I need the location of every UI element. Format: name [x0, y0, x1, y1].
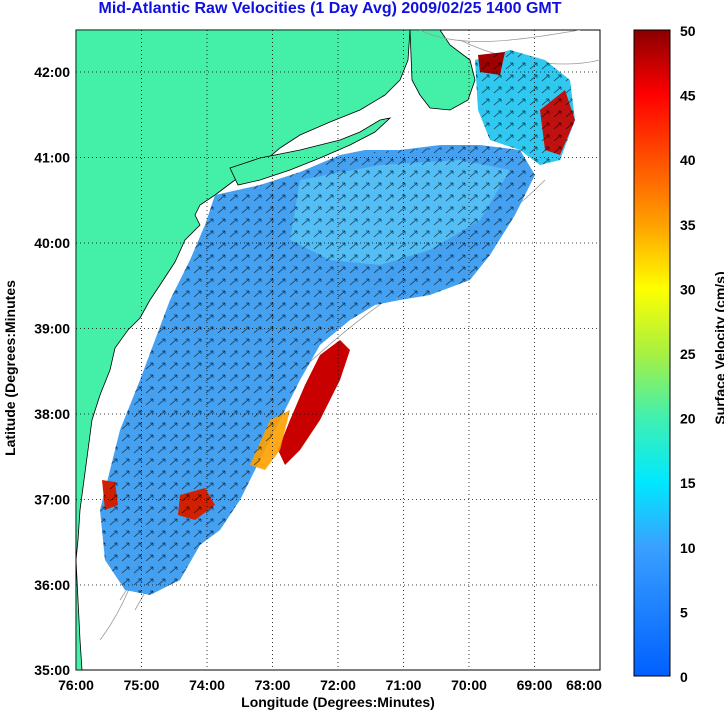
colorbar	[633, 29, 671, 677]
colorbar-tick-label: 35	[680, 217, 696, 233]
x-axis-label: Longitude (Degrees:Minutes)	[241, 694, 435, 710]
colorbar-tick-label: 10	[680, 540, 696, 556]
y-tick-label: 40:00	[34, 235, 70, 251]
colorbar-tick-label: 45	[680, 88, 696, 104]
y-tick-label: 41:00	[34, 150, 70, 166]
x-tick-label: 73:00	[255, 677, 291, 693]
land-cape-cod	[409, 30, 476, 111]
colorbar-tick-label: 20	[680, 411, 696, 427]
x-tick-label: 76:00	[58, 677, 94, 693]
x-tick-label: 70:00	[451, 677, 487, 693]
land-mainland	[76, 30, 411, 561]
x-tick-label: 71:00	[386, 677, 422, 693]
velocity-arrows-cape-cod	[475, 50, 575, 165]
y-tick-label: 38:00	[34, 406, 70, 422]
map-title: Mid-Atlantic Raw Velocities (1 Day Avg) …	[98, 0, 562, 17]
y-tick-label: 39:00	[34, 321, 70, 337]
velocity-arrows	[100, 145, 535, 595]
colorbar-tick-label: 40	[680, 152, 696, 168]
y-tick-label: 37:00	[34, 492, 70, 508]
colorbar-tick-label: 30	[680, 281, 696, 297]
y-tick-label: 42:00	[34, 64, 70, 80]
x-tick-label: 72:00	[320, 677, 356, 693]
velocity-field-hotspot-shelfbreak	[278, 340, 350, 465]
x-tick-label: 75:00	[124, 677, 160, 693]
colorbar-tick-label: 25	[680, 346, 696, 362]
x-tick-label: 69:00	[517, 677, 553, 693]
colorbar-tick-label: 50	[680, 23, 696, 39]
y-tick-label: 36:00	[34, 577, 70, 593]
colorbar-tick-label: 5	[680, 604, 688, 620]
colorbar-tick-label: 0	[680, 669, 688, 685]
x-tick-label: 74:00	[189, 677, 225, 693]
land-delmarva	[76, 559, 83, 670]
colorbar-tick-label: 15	[680, 475, 696, 491]
land-long-island	[229, 117, 392, 186]
map-grid	[76, 30, 600, 670]
y-tick-label: 35:00	[34, 662, 70, 678]
x-tick-label: 68:00	[566, 677, 602, 693]
